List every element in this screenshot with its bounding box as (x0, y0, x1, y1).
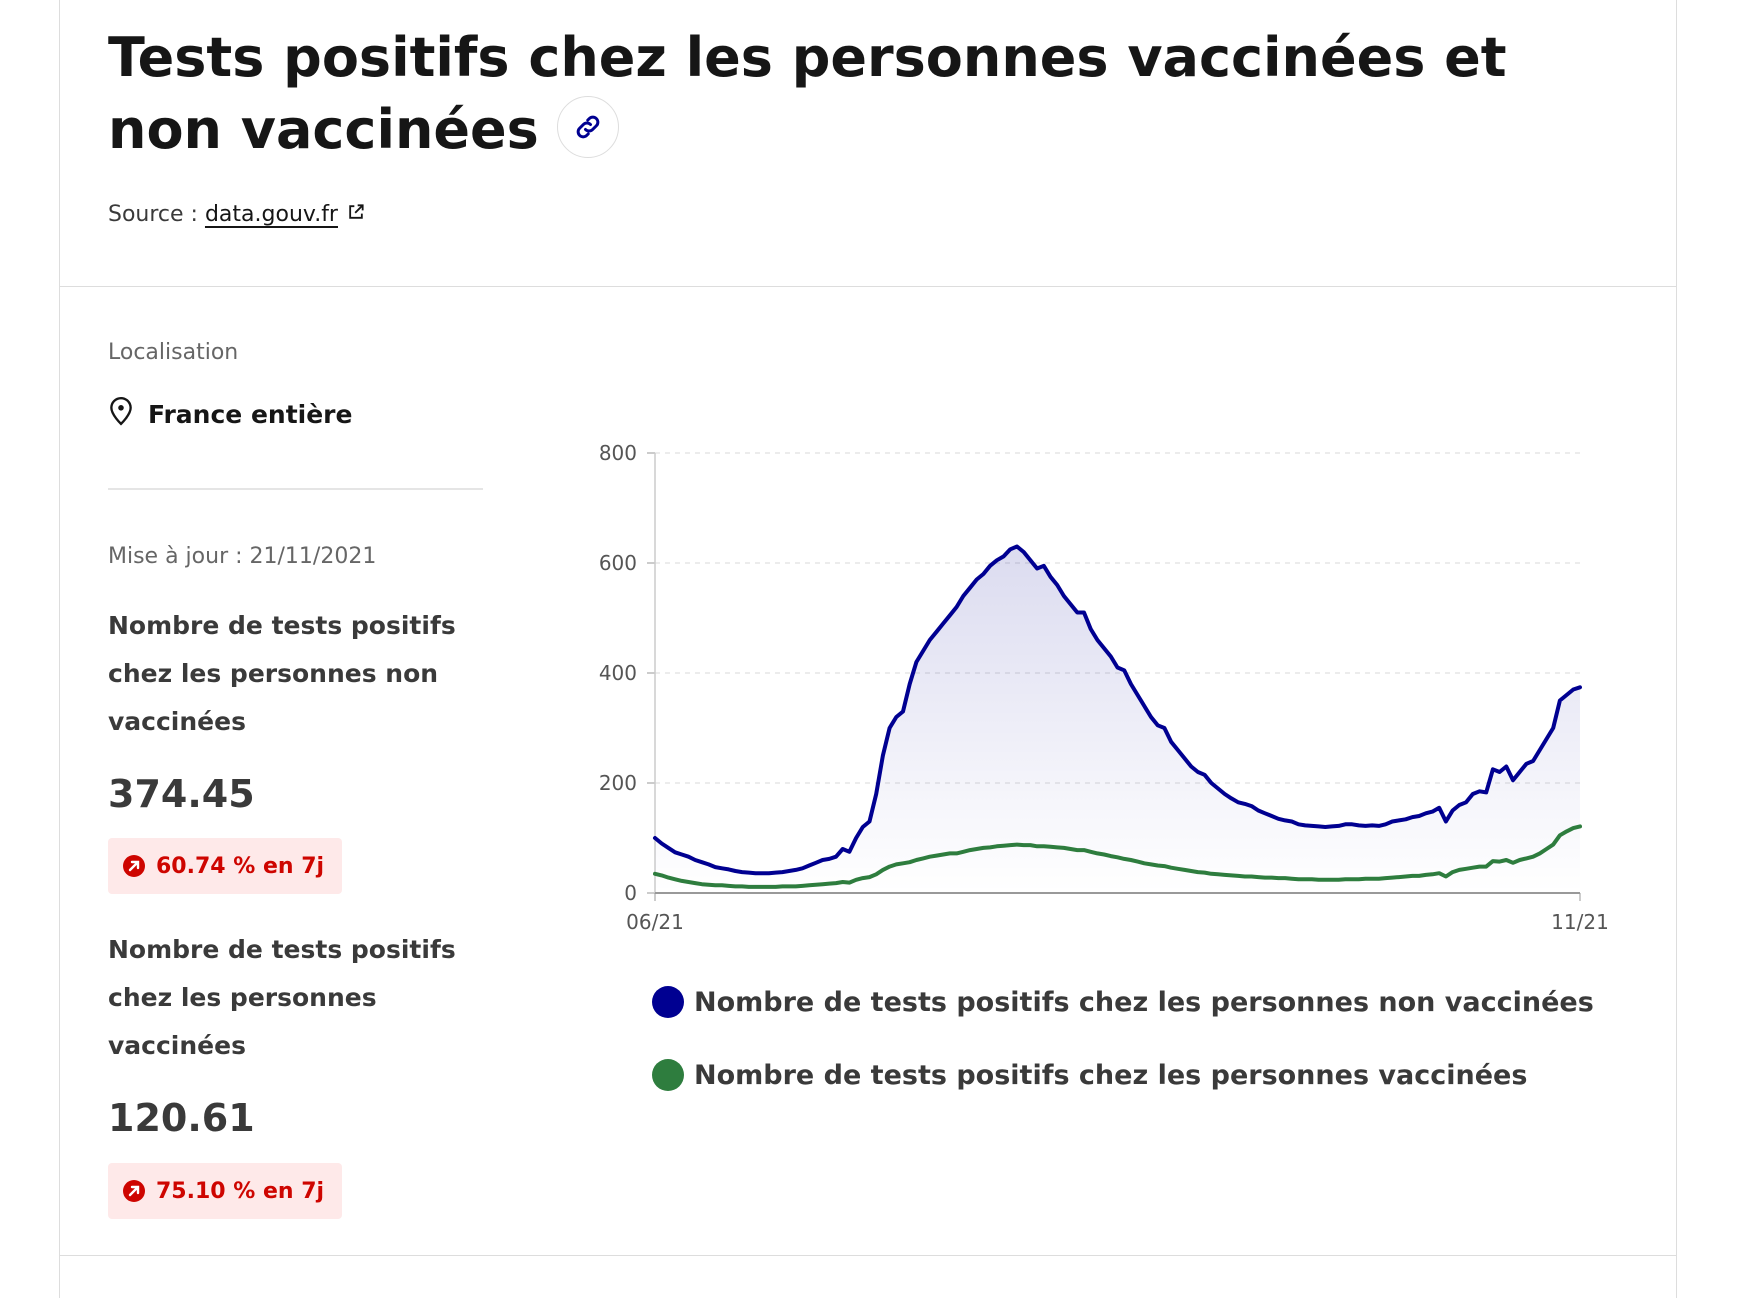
legend-label-vaccinated: Nombre de tests positifs chez les person… (694, 1059, 1528, 1091)
footer-divider (59, 1255, 1677, 1256)
header-divider (59, 286, 1677, 287)
legend-swatch-vaccinated (652, 1059, 684, 1091)
link-icon (576, 116, 600, 139)
legend-item-vaccinated[interactable]: Nombre de tests positifs chez les person… (652, 1059, 1527, 1091)
y-tick-label: 800 (599, 441, 637, 465)
series-line-unvaccinated (653, 544, 1582, 876)
location-label: Localisation (108, 340, 239, 365)
source-line: Source : data.gouv.fr (108, 202, 366, 228)
kpi-vaccinated-value: 120.61 (108, 1096, 255, 1140)
arrow-up-right-icon (122, 854, 146, 878)
series-line-vaccinated (653, 824, 1582, 889)
page-title: Tests positifs chez les personnes vaccin… (108, 22, 1528, 166)
kpi-unvaccinated-change: 60.74 % en 7j (156, 853, 325, 879)
y-tick-label: 400 (599, 661, 637, 685)
line-chart: 0 200 400 600 800 06/21 11/21 (599, 441, 1609, 934)
kpi-unvaccinated-change-badge: 60.74 % en 7j (108, 838, 343, 894)
update-date: Mise à jour : 21/11/2021 (108, 544, 377, 569)
series-area-0 (655, 546, 1580, 893)
page-title-text: Tests positifs chez les personnes vaccin… (108, 26, 1507, 161)
y-tick-label: 0 (624, 881, 637, 905)
sidebar-separator (108, 488, 483, 490)
location-value: France entière (148, 399, 353, 429)
map-pin-icon (108, 396, 134, 432)
y-tick-label: 600 (599, 551, 637, 575)
x-tick-label: 06/21 (626, 910, 684, 934)
kpi-unvaccinated-value: 374.45 (108, 772, 255, 816)
source-link[interactable]: data.gouv.fr (205, 202, 366, 227)
arrow-up-right-icon (122, 1179, 146, 1203)
y-tick-label: 200 (599, 771, 637, 795)
kpi-vaccinated-label: Nombre de tests positifs chez les person… (108, 935, 456, 1060)
external-link-icon (346, 202, 366, 228)
kpi-vaccinated-change-badge: 75.10 % en 7j (108, 1163, 343, 1219)
legend-label-unvaccinated: Nombre de tests positifs chez les person… (694, 986, 1594, 1018)
copy-link-button[interactable] (556, 96, 619, 159)
x-tick-label: 11/21 (1551, 910, 1609, 934)
legend-item-unvaccinated[interactable]: Nombre de tests positifs chez les person… (652, 986, 1594, 1018)
kpi-vaccinated-change: 75.10 % en 7j (156, 1178, 325, 1204)
legend-swatch-unvaccinated (652, 986, 684, 1018)
source-label: Source : (108, 202, 198, 227)
source-link-text: data.gouv.fr (204, 202, 338, 227)
kpi-unvaccinated-label: Nombre de tests positifs chez les person… (108, 611, 456, 736)
card (59, 0, 1677, 1298)
location-selector[interactable]: France entière (108, 396, 352, 432)
